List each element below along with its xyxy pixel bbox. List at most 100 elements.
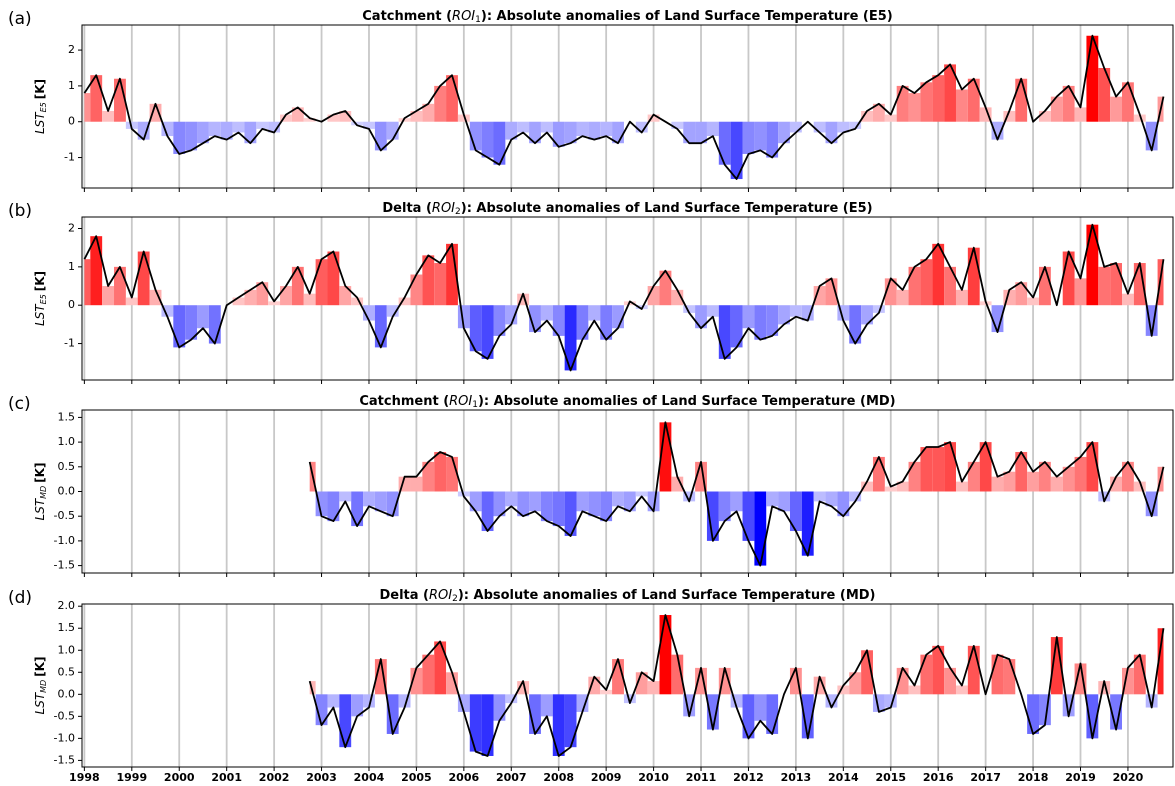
anomaly-fill [505, 121, 518, 140]
anomaly-fill [386, 491, 399, 517]
anomaly-fill [434, 641, 447, 695]
y-tick-label: -1.5 [54, 753, 75, 766]
anomaly-fill [540, 694, 553, 717]
anomaly-fill [410, 274, 423, 306]
anomaly-fill [801, 694, 814, 739]
y-tick-label: 0 [68, 298, 75, 311]
anomaly-fill [446, 243, 458, 306]
anomaly-fill [1110, 694, 1123, 730]
anomaly-fill [872, 694, 885, 712]
y-axis-label: LSTMD [K] [33, 657, 48, 715]
anomaly-fill [588, 491, 601, 517]
anomaly-fill [398, 694, 411, 708]
anomaly-fill [303, 118, 316, 122]
anomaly-fill [1157, 628, 1164, 695]
y-label-sub: E5 [39, 102, 48, 112]
anomaly-fill [671, 289, 684, 306]
title-text: ): Absolute anomalies of Land Surface Te… [481, 9, 893, 24]
anomaly-fill [197, 305, 209, 329]
anomaly-fill [955, 89, 968, 122]
anomaly-fill [552, 491, 565, 527]
anomaly-fill [1062, 466, 1075, 492]
anomaly-fill [742, 121, 755, 154]
anomaly-fill [920, 259, 933, 306]
anomaly-fill [695, 305, 707, 329]
anomaly-fill [576, 694, 589, 712]
panel: (c) Catchment (ROI1): Absolute anomalies … [8, 394, 1174, 577]
anomaly-fill [872, 456, 885, 492]
anomaly-fill [410, 476, 423, 492]
anomaly-fill [932, 75, 945, 122]
anomaly-fill [991, 654, 1004, 695]
anomaly-fill [386, 121, 399, 140]
anomaly-fill [374, 121, 387, 151]
plot-frame [81, 24, 1174, 189]
y-tick-label: 1.0 [58, 643, 76, 656]
anomaly-fill [363, 694, 375, 708]
anomaly-fill [861, 110, 873, 122]
anomaly-fill [1133, 654, 1146, 695]
anomaly-fill [825, 694, 838, 708]
anomaly-fill [493, 694, 506, 721]
x-tick-label: 2015 [875, 771, 906, 784]
anomaly-fill [386, 305, 399, 317]
anomaly-fill [374, 659, 387, 695]
anomaly-fill [1038, 110, 1051, 122]
y-label-unit: [K] [33, 271, 47, 291]
anomaly-fill [944, 442, 956, 492]
anomaly-fill [268, 121, 281, 133]
anomaly-fill [801, 491, 814, 556]
title-text: Delta ( [382, 201, 432, 216]
anomaly-fill [1086, 442, 1099, 492]
anomaly-fill [422, 255, 435, 306]
anomaly-fill [481, 694, 494, 756]
anomaly-fill [517, 681, 530, 695]
anomaly-fill [529, 491, 541, 512]
anomaly-fill [742, 694, 755, 739]
anomaly-fill [398, 297, 411, 306]
anomaly-fill [789, 491, 802, 532]
plot-frame [81, 603, 1174, 768]
y-tick-label: -1 [64, 337, 75, 350]
anomaly-fill [730, 491, 743, 512]
anomaly-fill [813, 286, 826, 306]
anomaly-fill [647, 491, 660, 512]
anomaly-fill [908, 685, 921, 695]
anomaly-fill [137, 251, 150, 306]
panel-title: Delta (ROI2): Absolute anomalies of Land… [382, 201, 872, 217]
panel: (b) Delta (ROI2): Absolute anomalies of L… [8, 201, 1174, 384]
anomaly-fill [137, 121, 150, 140]
y-tick-label: -1.0 [54, 534, 75, 547]
anomaly-fill [706, 491, 719, 541]
anomaly-fill [339, 491, 352, 502]
anomaly-fill [1110, 96, 1123, 122]
anomaly-fill [256, 282, 269, 306]
anomaly-fill [1015, 78, 1028, 122]
anomaly-fill [1015, 282, 1028, 306]
anomaly-fill [303, 293, 316, 306]
y-label-unit: [K] [33, 657, 47, 677]
anomaly-fill [1098, 67, 1111, 122]
anomaly-fill [161, 121, 174, 137]
anomaly-fill [114, 78, 126, 122]
anomaly-fill [1122, 293, 1134, 306]
x-tick-label: 2011 [686, 771, 717, 784]
anomaly-fill [1145, 694, 1158, 708]
anomaly-fill [600, 689, 613, 695]
anomaly-fill [291, 107, 304, 122]
anomaly-fill [1050, 476, 1063, 492]
anomaly-fill [1003, 110, 1016, 122]
anomaly-fill [564, 305, 577, 371]
anomaly-fill [493, 491, 506, 517]
anomaly-fill [718, 305, 731, 359]
anomaly-fill [813, 121, 826, 133]
anomaly-fill [612, 305, 624, 329]
anomaly-fill [1110, 263, 1123, 306]
x-tick-label: 2018 [1018, 771, 1049, 784]
anomaly-fill [920, 82, 933, 122]
anomaly-fill [647, 286, 660, 306]
anomaly-fill [434, 85, 447, 122]
anomaly-fill [1038, 694, 1051, 726]
x-tick-label: 2002 [259, 771, 290, 784]
